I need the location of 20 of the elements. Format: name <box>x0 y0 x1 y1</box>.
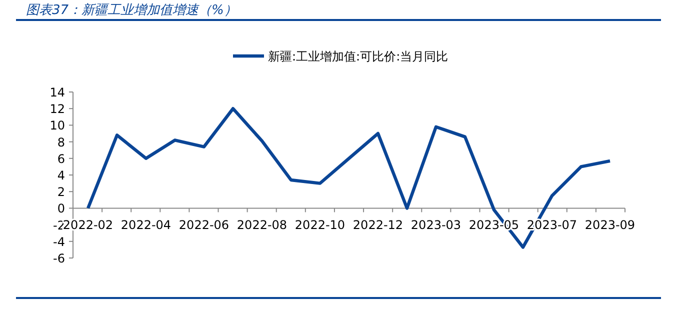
y-tick-label: 6 <box>57 152 65 166</box>
y-tick-label: 14 <box>50 86 65 100</box>
y-tick-label: -6 <box>53 252 65 266</box>
y-tick-label: 0 <box>57 202 65 216</box>
y-tick-label: 8 <box>57 135 65 150</box>
chart-title: 图表37：新疆工业增加值增速（%） <box>26 3 237 18</box>
y-tick-label: 4 <box>57 168 65 182</box>
x-tick-label: 2022-12 <box>352 218 404 232</box>
x-tick-label: 2022-04 <box>120 218 172 232</box>
x-tick-label: 2022-10 <box>294 218 346 232</box>
y-tick-label: 12 <box>50 102 65 116</box>
x-tick-label: 2022-08 <box>236 218 288 232</box>
x-tick-label: 2023-09 <box>584 218 636 232</box>
x-tick-label: 2023-03 <box>410 218 462 232</box>
legend-label: 新疆:工业增加值:可比价:当月同比 <box>268 50 448 64</box>
x-tick-label: 2022-06 <box>178 218 230 232</box>
y-tick-label: 10 <box>50 118 65 133</box>
x-tick-label: 2022-02 <box>62 218 114 232</box>
y-tick-label: 2 <box>57 185 65 200</box>
y-tick-label: -4 <box>53 234 65 249</box>
